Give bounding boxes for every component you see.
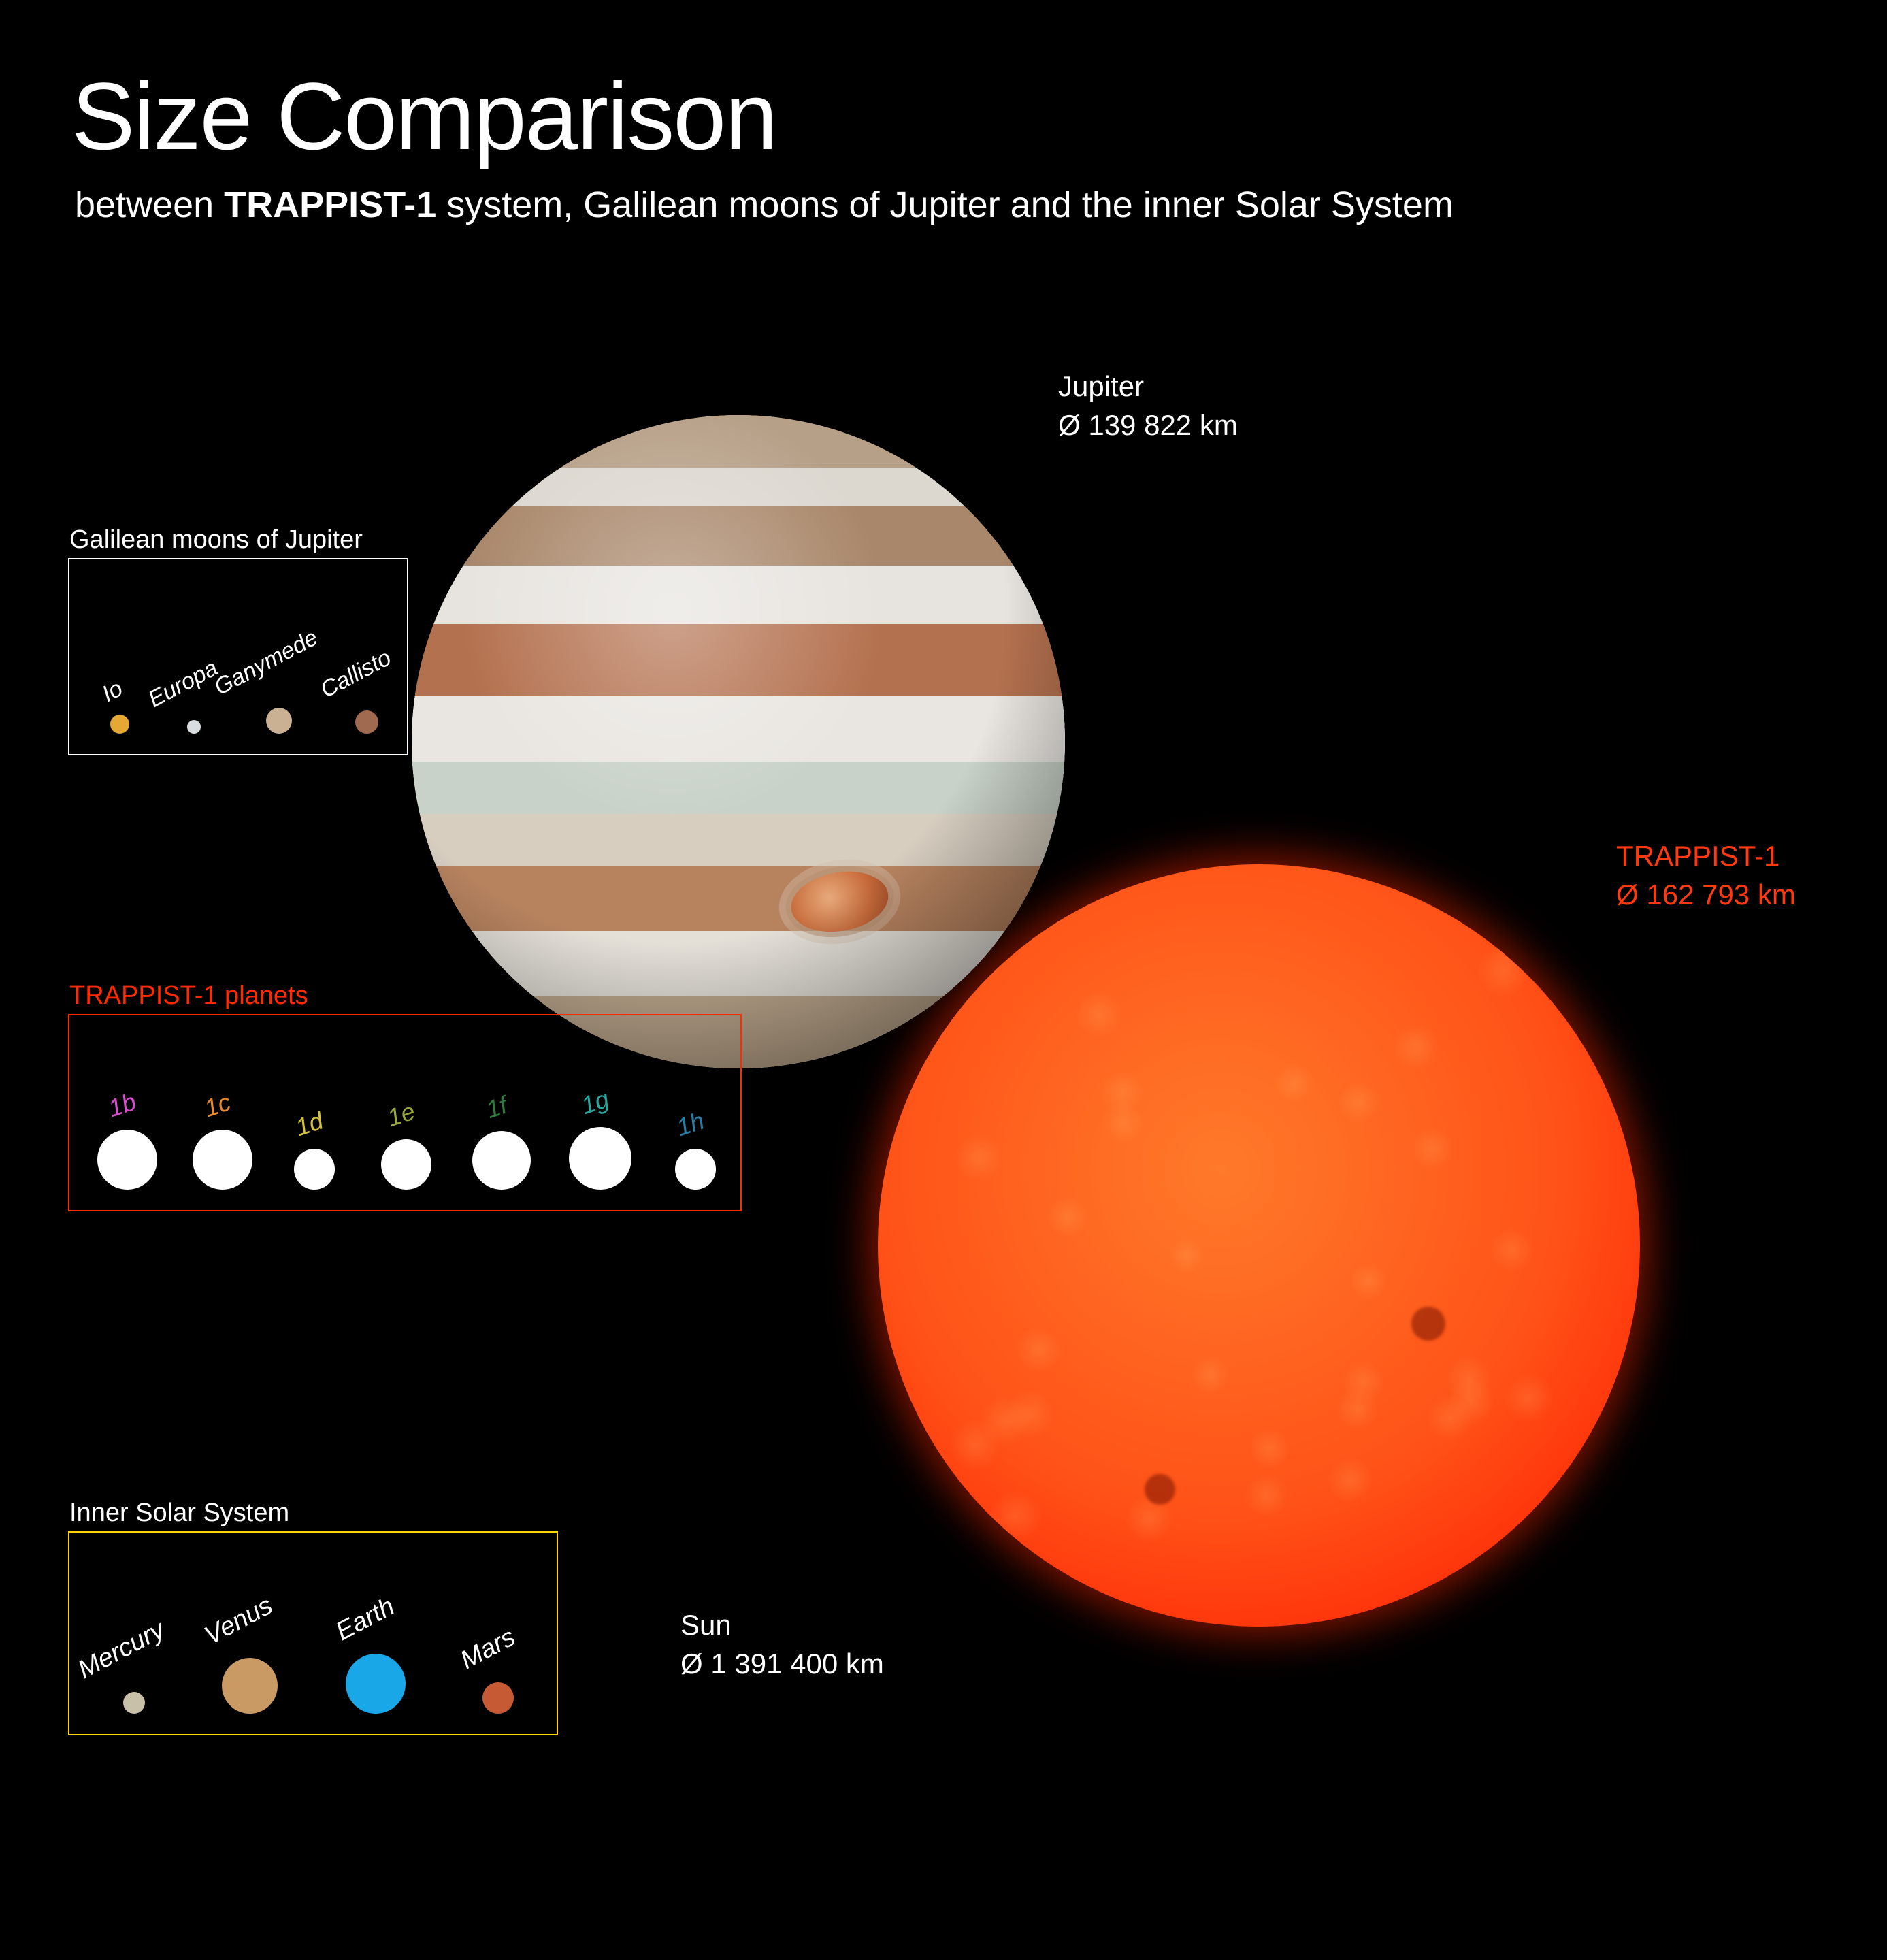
planet-mars-body — [482, 1682, 514, 1714]
trappist-1d-label: 1d — [292, 1107, 327, 1142]
jupiter-band — [412, 696, 1065, 762]
jupiter-band — [412, 566, 1065, 624]
jupiter-band — [412, 814, 1065, 866]
planet-venus-cell: Venus — [188, 1622, 311, 1714]
subtitle-rest: system, Galilean moons of Jupiter and th… — [436, 184, 1454, 225]
planet-mercury-label: Mercury — [73, 1616, 169, 1685]
trappist-panel-title: TRAPPIST-1 planets — [69, 981, 308, 1011]
planet-earth-label: Earth — [331, 1592, 399, 1647]
moon-io-body — [110, 715, 129, 734]
jupiter-band — [412, 624, 1065, 696]
planet-venus-body — [222, 1658, 278, 1714]
subtitle-bold: TRAPPIST-1 — [224, 184, 436, 225]
trappist-1h-label: 1h — [673, 1107, 708, 1142]
jupiter-band — [412, 415, 1065, 468]
trappist-1c-body — [193, 1130, 252, 1190]
trappist-1h-body — [675, 1149, 716, 1190]
galilean-moons-row: IoEuropaGanymedeCallisto — [69, 674, 407, 734]
trappist-1e-cell: 1e — [359, 1104, 454, 1190]
page-title: Size Comparison — [71, 61, 776, 172]
jupiter-label-name: Jupiter — [1058, 370, 1144, 402]
moon-ganymede-cell: Ganymede — [231, 674, 327, 734]
inner-panel-title: Inner Solar System — [69, 1499, 289, 1528]
inner-solar-system-panel: Inner Solar System MercuryVenusEarthMars — [68, 1531, 558, 1735]
jupiter-label-diameter: Ø 139 822 km — [1058, 409, 1238, 441]
moon-europa-label: Europa — [144, 655, 223, 713]
trappist-1f-body — [472, 1131, 531, 1190]
trappist1-sunspot — [1411, 1307, 1445, 1341]
moon-io-label: Io — [98, 675, 127, 708]
jupiter-body — [412, 415, 1065, 1068]
trappist-1b-cell: 1b — [80, 1094, 175, 1190]
moon-callisto-body — [355, 710, 378, 734]
moon-ganymede-label: Ganymede — [210, 624, 322, 701]
trappist-1g-body — [569, 1127, 631, 1190]
galilean-moons-panel: Galilean moons of Jupiter IoEuropaGanyme… — [68, 558, 408, 755]
trappist-1d-body — [294, 1149, 335, 1190]
moon-callisto-label: Callisto — [316, 644, 396, 704]
trappist1-label-name: TRAPPIST-1 — [1616, 840, 1779, 872]
trappist-planets-row: 1b1c1d1e1f1g1h — [69, 1092, 740, 1190]
jupiter-band — [412, 468, 1065, 507]
moon-europa-body — [187, 720, 201, 734]
galilean-panel-title: Galilean moons of Jupiter — [69, 525, 363, 555]
jupiter-band — [412, 866, 1065, 931]
trappist-1e-label: 1e — [384, 1097, 419, 1132]
trappist1-label: TRAPPIST-1 Ø 162 793 km — [1616, 837, 1796, 914]
planet-earth-cell: Earth — [311, 1618, 440, 1714]
planet-mars-cell: Mars — [440, 1646, 556, 1714]
sun-label-diameter: Ø 1 391 400 km — [680, 1648, 884, 1680]
trappist-1g-label: 1g — [578, 1085, 612, 1120]
jupiter-band — [412, 506, 1065, 565]
planet-mercury-body — [123, 1692, 145, 1714]
trappist-planets-panel: TRAPPIST-1 planets 1b1c1d1e1f1g1h — [68, 1014, 742, 1211]
trappist-1c-cell: 1c — [175, 1094, 270, 1190]
planet-venus-label: Venus — [200, 1591, 278, 1651]
trappist-1f-label: 1f — [482, 1091, 511, 1124]
jupiter-band — [412, 931, 1065, 996]
page-subtitle: between TRAPPIST-1 system, Galilean moon… — [75, 184, 1454, 226]
sun-label: Sun Ø 1 391 400 km — [680, 1606, 884, 1683]
inner-planets-row: MercuryVenusEarthMars — [69, 1618, 557, 1714]
trappist1-sunspot — [1145, 1474, 1175, 1505]
moon-ganymede-body — [266, 708, 292, 734]
trappist-1e-body — [381, 1139, 431, 1190]
moon-callisto-cell: Callisto — [327, 677, 407, 734]
jupiter-great-red-spot — [786, 864, 893, 939]
infographic-canvas: Size Comparison between TRAPPIST-1 syste… — [0, 0, 1887, 1960]
trappist-1d-cell: 1d — [270, 1113, 359, 1190]
trappist-1c-label: 1c — [201, 1088, 234, 1123]
trappist-1b-body — [97, 1130, 157, 1190]
subtitle-prefix: between — [75, 184, 224, 225]
trappist-1f-cell: 1f — [454, 1096, 549, 1190]
trappist-1h-cell: 1h — [651, 1113, 740, 1190]
planet-earth-body — [346, 1654, 406, 1714]
jupiter-label: Jupiter Ø 139 822 km — [1058, 368, 1238, 444]
trappist-1g-cell: 1g — [549, 1092, 651, 1190]
planet-mercury-cell: Mercury — [80, 1656, 188, 1714]
trappist1-label-diameter: Ø 162 793 km — [1616, 879, 1796, 911]
planet-mars-label: Mars — [456, 1622, 521, 1676]
jupiter-band — [412, 762, 1065, 814]
trappist-1b-label: 1b — [105, 1088, 140, 1123]
sun-label-name: Sun — [680, 1609, 732, 1641]
